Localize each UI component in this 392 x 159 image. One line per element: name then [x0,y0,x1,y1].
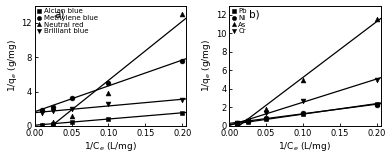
Legend: Pb, Ni, As, Cr: Pb, Ni, As, Cr [231,8,247,35]
Y-axis label: 1/q$_e$ (g/mg): 1/q$_e$ (g/mg) [200,39,213,92]
Legend: Alcian blue, Methylene blue, Neutral red, Brilliant blue: Alcian blue, Methylene blue, Neutral red… [37,8,98,35]
X-axis label: 1/C$_e$ (L/mg): 1/C$_e$ (L/mg) [278,140,331,153]
Y-axis label: 1/q$_e$ (g/mg): 1/q$_e$ (g/mg) [5,39,18,92]
X-axis label: 1/C$_e$ (L/mg): 1/C$_e$ (L/mg) [84,140,137,153]
Text: b): b) [249,9,260,19]
Text: a): a) [54,9,65,19]
